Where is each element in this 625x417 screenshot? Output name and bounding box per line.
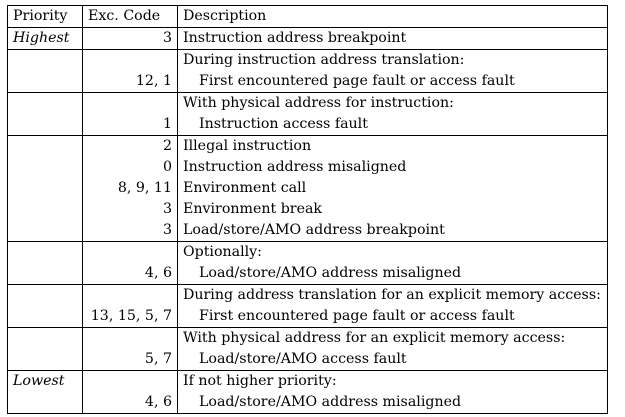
header-description: Description: [177, 5, 608, 28]
description-cell: Illegal instruction Instruction address m…: [177, 135, 608, 242]
exception-code: 8, 9, 11: [117, 180, 172, 196]
table-row: 13, 15, 5, 7 During address translation f…: [7, 284, 608, 328]
description-line: With physical address for instruction:: [183, 95, 454, 111]
header-priority: Priority: [7, 5, 83, 28]
exception-code-cell: 2 0 8, 9, 11 3 3: [82, 135, 178, 242]
exception-code: 0: [162, 159, 172, 175]
table-head: Priority Exc. Code Description: [7, 5, 608, 28]
exception-code: 3: [162, 30, 172, 46]
priority-cell: [7, 49, 83, 93]
description-line: Illegal instruction: [183, 138, 312, 154]
priority-cell: [7, 327, 83, 371]
table-row: Lowest 4, 6 If not higher priority: Load/st…: [7, 370, 608, 414]
description-line: Load/store/AMO access fault: [199, 351, 407, 367]
exception-code-cell: 13, 15, 5, 7: [82, 284, 178, 328]
description-line: Optionally:: [183, 244, 262, 260]
exception-code: 4, 6: [144, 394, 172, 410]
description-cell: With physical address for an explicit me…: [177, 327, 608, 371]
exception-code: 5, 7: [144, 351, 172, 367]
priority-cell: [7, 241, 83, 285]
exception-code-cell: 4, 6: [82, 370, 178, 414]
description-line: Instruction access fault: [199, 116, 368, 132]
description-line: Load/store/AMO address misaligned: [199, 394, 462, 410]
description-cell: With physical address for instruction: In…: [177, 92, 608, 136]
table-row: Highest 3 Instruction address breakpoint: [7, 27, 608, 50]
exception-code-cell: 5, 7: [82, 327, 178, 371]
table-row: 2 0 8, 9, 11 3 3 Illegal instruction Instructi…: [7, 135, 608, 242]
description-line: During address translation for an explic…: [183, 287, 601, 303]
priority-cell: [7, 135, 83, 242]
exception-code: 1: [162, 116, 172, 132]
description-line: Instruction address breakpoint: [183, 30, 407, 46]
priority-cell: [7, 92, 83, 136]
exception-code: [88, 285, 172, 306]
priority-cell: [7, 284, 83, 328]
exception-code: [88, 93, 172, 114]
exception-priority-table: Priority Exc. Code Description Highest 3 I…: [7, 5, 608, 414]
exception-code-cell: 12, 1: [82, 49, 178, 93]
table-row: 5, 7 With physical address for an explici…: [7, 327, 608, 371]
table-row: 4, 6 Optionally: Load/store/AMO address mi…: [7, 241, 608, 285]
exception-code: 4, 6: [144, 265, 172, 281]
table-body: Highest 3 Instruction address breakpoint 12…: [7, 27, 608, 414]
exception-code-cell: 1: [82, 92, 178, 136]
description-line: Environment call: [183, 180, 307, 196]
exception-code: 3: [162, 222, 172, 238]
exception-code-cell: 3: [82, 27, 178, 50]
exception-code: [88, 371, 172, 392]
description-cell: During address translation for an explic…: [177, 284, 608, 328]
description-line: Load/store/AMO address breakpoint: [183, 222, 445, 238]
description-line: First encountered page fault or access f…: [199, 308, 515, 324]
description-cell: Instruction address breakpoint: [177, 27, 608, 50]
description-line: Instruction address misaligned: [183, 159, 407, 175]
table-row: 1 With physical address for instruction: I…: [7, 92, 608, 136]
exception-code: 13, 15, 5, 7: [90, 308, 172, 324]
description-cell: During instruction address translation: F…: [177, 49, 608, 93]
header-exception-code: Exc. Code: [82, 5, 178, 28]
exception-priority-table-wrapper: Priority Exc. Code Description Highest 3 I…: [7, 5, 608, 414]
exception-code: 3: [162, 201, 172, 217]
priority-cell: Highest: [7, 27, 83, 50]
description-line: With physical address for an explicit me…: [183, 330, 566, 346]
exception-code: 2: [162, 138, 172, 154]
exception-code: 12, 1: [135, 73, 172, 89]
description-line: Environment break: [183, 201, 323, 217]
priority-cell: Lowest: [7, 370, 83, 414]
description-cell: Optionally: Load/store/AMO address misali…: [177, 241, 608, 285]
exception-code: [88, 50, 172, 71]
header-row: Priority Exc. Code Description: [7, 5, 608, 28]
description-line: During instruction address translation:: [183, 52, 465, 68]
description-line: If not higher priority:: [183, 373, 337, 389]
description-cell: If not higher priority: Load/store/AMO ad…: [177, 370, 608, 414]
exception-code: [88, 328, 172, 349]
description-line: First encountered page fault or access f…: [199, 73, 515, 89]
exception-code: [88, 242, 172, 263]
description-line: Load/store/AMO address misaligned: [199, 265, 462, 281]
exception-code-cell: 4, 6: [82, 241, 178, 285]
table-row: 12, 1 During instruction address translat…: [7, 49, 608, 93]
